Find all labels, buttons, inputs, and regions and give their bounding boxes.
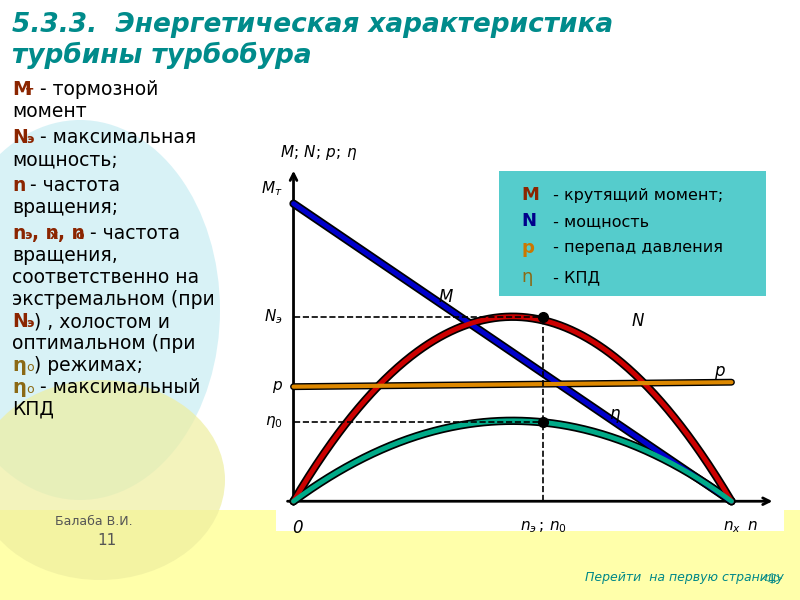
Text: $p$: $p$ (714, 364, 726, 382)
Text: - мощность: - мощность (547, 214, 649, 229)
Text: о: о (26, 383, 34, 396)
Text: вращения,: вращения, (12, 246, 118, 265)
Text: $n_x\;\;n$: $n_x\;\;n$ (722, 519, 758, 535)
Text: ) режимах;: ) режимах; (34, 356, 143, 375)
Text: 0: 0 (293, 519, 303, 537)
Text: ◁▷: ◁▷ (762, 570, 783, 584)
Text: - КПД: - КПД (547, 270, 599, 285)
Text: - тормозной: - тормозной (34, 80, 158, 99)
Text: N: N (12, 312, 28, 331)
Text: η: η (12, 378, 26, 397)
Text: , n: , n (32, 224, 59, 243)
Text: N: N (522, 212, 536, 230)
Text: х: х (50, 229, 58, 242)
Text: Перейти  на первую страницу: Перейти на первую страницу (585, 571, 784, 584)
Text: n: n (12, 176, 26, 195)
Text: соответственно на: соответственно на (12, 268, 199, 287)
Text: - частота: - частота (24, 176, 120, 195)
Text: $n_э\,;\,n_0$: $n_э\,;\,n_0$ (520, 519, 566, 535)
Text: 5.3.3.  Энергетическая характеристика: 5.3.3. Энергетическая характеристика (12, 12, 613, 38)
Bar (0, 510, 800, 600)
Text: т: т (26, 85, 34, 98)
Text: р: р (522, 239, 534, 257)
Text: n: n (12, 224, 26, 243)
Text: η: η (522, 268, 533, 286)
Text: $p$: $p$ (271, 379, 282, 395)
Text: $M$: $M$ (438, 288, 454, 306)
Text: оптимальном (при: оптимальном (при (12, 334, 195, 353)
Ellipse shape (0, 120, 220, 500)
Text: экстремальном (при: экстремальном (при (12, 290, 214, 309)
Text: η: η (12, 356, 26, 375)
Text: - максимальная: - максимальная (34, 128, 196, 147)
Text: N: N (12, 128, 28, 147)
Text: - перепад давления: - перепад давления (547, 240, 722, 255)
Text: э: э (26, 133, 34, 146)
Text: момент: момент (12, 102, 86, 121)
FancyBboxPatch shape (499, 171, 766, 296)
Text: $η$: $η$ (609, 407, 621, 425)
Text: $M;\,N;\,p;\,η$: $M;\,N;\,p;\,η$ (280, 143, 358, 162)
Text: - частота: - частота (84, 224, 180, 243)
Text: $N$: $N$ (630, 311, 645, 329)
Ellipse shape (0, 380, 225, 580)
Text: о: о (76, 229, 85, 242)
Text: - максимальный: - максимальный (34, 378, 200, 397)
Text: э: э (26, 317, 34, 330)
Text: турбины турбобура: турбины турбобура (12, 42, 312, 69)
Text: $N_э$: $N_э$ (264, 307, 282, 326)
Text: КПД: КПД (12, 400, 54, 419)
Text: мощность;: мощность; (12, 150, 118, 169)
Text: вращения;: вращения; (12, 198, 118, 217)
Text: ) , холостом и: ) , холостом и (34, 312, 170, 331)
Text: М: М (522, 187, 539, 205)
Text: $η_0$: $η_0$ (265, 415, 282, 430)
Text: , n: , n (58, 224, 85, 243)
Text: о: о (26, 361, 34, 374)
Text: М: М (12, 80, 30, 99)
Text: 11: 11 (97, 533, 116, 548)
Text: э: э (24, 229, 31, 242)
Text: Балаба В.И.: Балаба В.И. (55, 515, 133, 528)
Text: - крутящий момент;: - крутящий момент; (547, 188, 722, 203)
Text: $M_т$: $M_т$ (261, 179, 282, 197)
